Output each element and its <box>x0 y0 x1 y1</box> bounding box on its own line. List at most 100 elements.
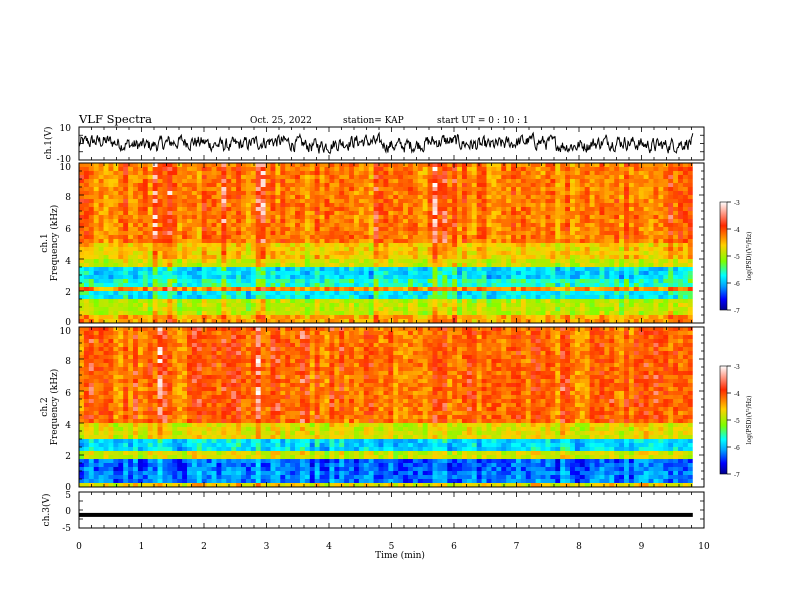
ch1-spectrogram-cell <box>570 287 576 292</box>
ch1-spectrogram-cell <box>167 187 173 192</box>
ch1-spectrogram-cell <box>584 311 591 316</box>
ch1-spectrogram-cell <box>172 271 178 276</box>
ch1-spectrogram-cell <box>221 163 227 168</box>
ch1-spectrogram-cell <box>447 247 453 252</box>
ch1-spectrogram-cell <box>142 319 149 324</box>
ch1-spectrogram-cell <box>540 199 546 204</box>
ch1-spectrogram-cell <box>275 251 281 256</box>
ch1-spectrogram-cell <box>236 315 242 320</box>
ch1-spectrogram-cell <box>643 243 649 248</box>
ch1-spectrogram-cell <box>98 167 104 172</box>
ch1-spectrogram-cell <box>393 191 399 196</box>
ch1-spectrogram-cell <box>682 167 689 172</box>
ch1-spectrogram-cell <box>363 295 370 300</box>
ch1-spectrogram-cell <box>388 259 394 264</box>
ch1-spectrogram-cell <box>128 215 134 220</box>
ch1-spectrogram-cell <box>614 183 620 188</box>
ch1-spectrogram-cell <box>457 195 463 200</box>
ch1-spectrogram-cell <box>570 255 576 260</box>
ch1-spectrogram-cell <box>83 319 90 324</box>
ch1-spectrogram-cell <box>182 191 188 196</box>
ch1-spectrogram-cell <box>417 191 424 196</box>
ch1-spectrogram-cell <box>378 287 384 292</box>
ch1-spectrogram-cell <box>383 223 389 228</box>
ch1-spectrogram-cell <box>427 231 433 236</box>
ch1-spectrogram-cell <box>501 303 507 308</box>
ch1-spectrogram-cell <box>373 239 379 244</box>
ch1-spectrogram-cell <box>358 235 365 240</box>
ch1-spectrogram-cell <box>403 283 409 288</box>
ch1-spectrogram-cell <box>339 243 345 248</box>
ch1-spectrogram-cell <box>123 175 129 180</box>
ch1-spectrogram-cell <box>157 247 163 252</box>
ch1-spectrogram-cell <box>535 319 541 324</box>
ch1-spectrogram-cell <box>501 199 507 204</box>
ch1-spectrogram-cell <box>93 195 100 200</box>
ch1-spectrogram-cell <box>417 291 424 296</box>
ch1-spectrogram-cell <box>108 275 114 280</box>
ch1-spectrogram-cell <box>624 219 630 224</box>
ch1-spectrogram-cell <box>236 183 242 188</box>
ch1-spectrogram-cell <box>515 287 522 292</box>
ch1-spectrogram-cell <box>270 231 276 236</box>
ch1-spectrogram-cell <box>206 215 212 220</box>
ch1-spectrogram-cell <box>353 199 360 204</box>
ch1-spectrogram-cell <box>609 235 615 240</box>
ch1-spectrogram-cell <box>545 271 551 276</box>
ch1-spectrogram-cell <box>501 171 507 176</box>
ch1-spectrogram-cell <box>275 299 281 304</box>
ch1-spectrogram-cell <box>535 203 541 208</box>
ch1-spectrogram-cell <box>358 307 365 312</box>
ch1-spectrogram-cell <box>363 255 370 260</box>
ch1-spectrogram-cell <box>324 243 330 248</box>
ch1-spectrogram-cell <box>147 255 154 260</box>
ch1-spectrogram-cell <box>648 235 654 240</box>
ch1-spectrogram-cell <box>245 227 252 232</box>
ch1-spectrogram-cell <box>633 263 640 268</box>
ch1-spectrogram-cell <box>388 247 394 252</box>
ch1-spectrogram-cell <box>231 195 237 200</box>
ch1-spectrogram-cell <box>363 183 370 188</box>
ch1-spectrogram-cell <box>255 315 262 320</box>
ch1-spectrogram-cell <box>486 199 492 204</box>
ch1-spectrogram-cell <box>589 239 595 244</box>
ch1-spectrogram-cell <box>201 267 208 272</box>
ch1-spectrogram-cell <box>299 271 306 276</box>
ch1-spectrogram-cell <box>118 283 124 288</box>
ch1-spectrogram-cell <box>594 275 600 280</box>
ch1-spectrogram-cell <box>643 167 649 172</box>
ch1-spectrogram-cell <box>388 215 394 220</box>
ch1-spectrogram-cell <box>471 179 478 184</box>
ch1-spectrogram-cell <box>329 231 335 236</box>
ch1-spectrogram-cell <box>231 267 237 272</box>
ch1-spectrogram-cell <box>108 291 114 296</box>
ch1-spectrogram-cell <box>447 271 453 276</box>
ch1-spectrogram-cell <box>162 219 168 224</box>
ch1-spectrogram-cell <box>565 315 571 320</box>
ch1-spectrogram-cell <box>363 171 370 176</box>
ch1-spectrogram-cell <box>388 167 394 172</box>
ch1-spectrogram-cell <box>275 311 281 316</box>
ch1-spectrogram-cell <box>137 247 144 252</box>
ch1-spectrogram-cell <box>525 223 532 228</box>
ch1-spectrogram-cell <box>481 251 487 256</box>
ch1-spectrogram-cell <box>167 299 173 304</box>
ch1-spectrogram-cell <box>565 231 571 236</box>
ch1-spectrogram-cell <box>491 287 497 292</box>
ch1-spectrogram-cell <box>461 191 468 196</box>
ch1-spectrogram-cell <box>201 231 208 236</box>
ch1-spectrogram-cell <box>550 243 556 248</box>
ch1-spectrogram-cell <box>93 315 100 320</box>
ch1-spectrogram-cell <box>196 219 203 224</box>
ch1-spectrogram-cell <box>157 251 163 256</box>
ch1-spectrogram-cell <box>437 219 443 224</box>
ch1-spectrogram-cell <box>295 195 301 200</box>
ch1-spectrogram-cell <box>393 231 399 236</box>
ch1-spectrogram-cell <box>599 203 605 208</box>
ch1-spectrogram-cell <box>304 243 311 248</box>
ch1-spectrogram-cell <box>565 275 571 280</box>
ch1-spectrogram-cell <box>290 279 296 284</box>
ch1-spectrogram-cell <box>339 299 345 304</box>
ch1-spectrogram-cell <box>201 195 208 200</box>
ch1-spectrogram-cell <box>530 307 537 312</box>
